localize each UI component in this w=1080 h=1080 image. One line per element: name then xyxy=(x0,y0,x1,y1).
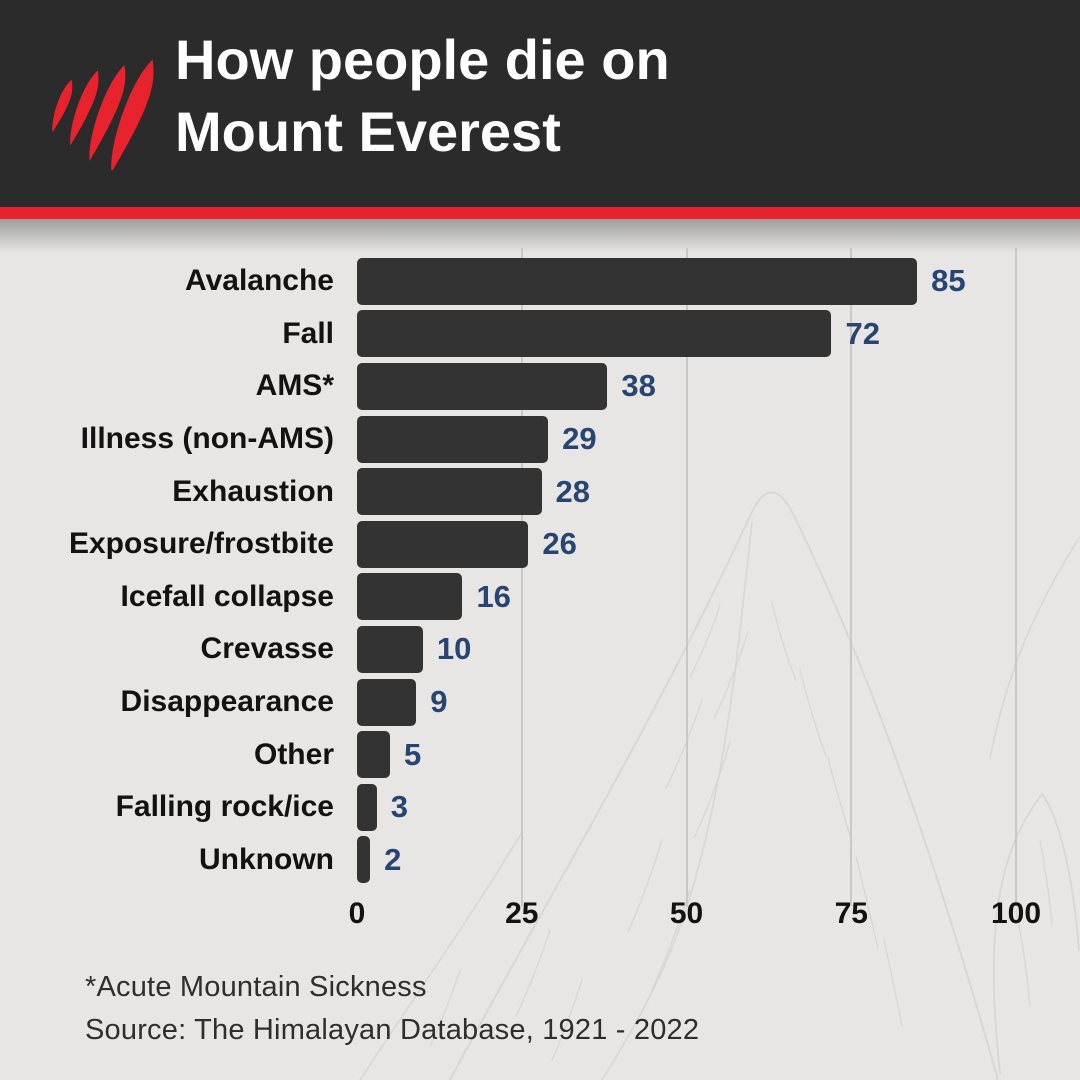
accent-stripe xyxy=(0,207,1080,219)
value-label: 26 xyxy=(542,526,577,562)
value-label: 85 xyxy=(931,263,966,299)
category-label: Avalanche xyxy=(185,264,334,298)
category-label: Other xyxy=(253,737,334,771)
category-label: Icefall collapse xyxy=(120,579,334,613)
bar xyxy=(357,573,463,621)
category-label: AMS* xyxy=(255,369,334,403)
gridline xyxy=(1015,248,1017,906)
category-label: Exposure/frostbite xyxy=(68,527,334,561)
bar xyxy=(357,520,529,568)
source-text: Source: The Himalayan Database, 1921 - 2… xyxy=(85,1014,700,1046)
bar-row: Exhaustion 28 xyxy=(0,465,1080,518)
bar xyxy=(357,678,417,726)
bar-row: Icefall collapse 16 xyxy=(0,571,1080,624)
value-label: 9 xyxy=(430,684,448,720)
category-label: Falling rock/ice xyxy=(115,790,334,824)
bar-row: Crevasse 10 xyxy=(0,623,1080,676)
mountain-sketch-illustration xyxy=(359,491,1080,1080)
bar xyxy=(357,625,423,673)
bar xyxy=(357,257,918,305)
bar-row: AMS* 38 xyxy=(0,360,1080,413)
bar-row: Disappearance 9 xyxy=(0,676,1080,729)
bar xyxy=(357,415,549,463)
value-label: 72 xyxy=(845,315,880,351)
bar-row: Unknown 2 xyxy=(0,834,1080,887)
x-tick-label: 50 xyxy=(669,897,704,930)
category-label: Disappearance xyxy=(120,685,334,719)
value-label: 38 xyxy=(621,368,656,404)
bar-row: Other 5 xyxy=(0,728,1080,781)
category-label: Illness (non-AMS) xyxy=(80,422,334,456)
value-label: 5 xyxy=(403,736,422,772)
bar xyxy=(357,783,377,831)
x-tick-label: 100 xyxy=(990,897,1042,930)
header-band: How people die on Mount Everest xyxy=(0,0,1080,207)
bar xyxy=(357,362,608,410)
x-tick-label: 0 xyxy=(348,897,366,930)
bar xyxy=(357,310,832,358)
category-label: Exhaustion xyxy=(172,474,334,508)
x-tick-label: 75 xyxy=(834,897,868,930)
gridline xyxy=(850,248,853,906)
gridline xyxy=(520,248,523,906)
category-label: Crevasse xyxy=(200,632,334,666)
gridline xyxy=(685,248,688,906)
bar-row: Falling rock/ice 3 xyxy=(0,781,1080,834)
footnote-text: *Acute Mountain Sickness xyxy=(85,971,427,1003)
bar-row: Avalanche 85 xyxy=(0,255,1080,308)
page-title: How people die on Mount Everest xyxy=(175,28,670,163)
sbs-logo-icon xyxy=(52,59,154,170)
bar xyxy=(357,468,542,516)
bar-row: Fall 72 xyxy=(0,308,1080,361)
value-label: 2 xyxy=(384,841,402,877)
bar-row: Illness (non-AMS) 29 xyxy=(0,413,1080,466)
x-tick-label: 25 xyxy=(505,897,539,930)
category-label: Fall xyxy=(282,316,334,350)
value-label: 16 xyxy=(476,578,511,614)
category-label: Unknown xyxy=(199,842,334,876)
value-label: 29 xyxy=(562,421,597,457)
bar xyxy=(357,836,371,884)
bar-rows: Avalanche 85 Fall 72 AMS* 38 Illness (non-AMS)… xyxy=(0,255,1080,886)
value-label: 28 xyxy=(555,473,590,509)
value-label: 3 xyxy=(390,789,409,825)
value-label: 10 xyxy=(436,631,472,667)
bar xyxy=(357,731,390,779)
footer-notes: *Acute Mountain Sickness Source: The Him… xyxy=(85,966,699,1052)
bar-row: Exposure/frostbite 26 xyxy=(0,518,1080,571)
